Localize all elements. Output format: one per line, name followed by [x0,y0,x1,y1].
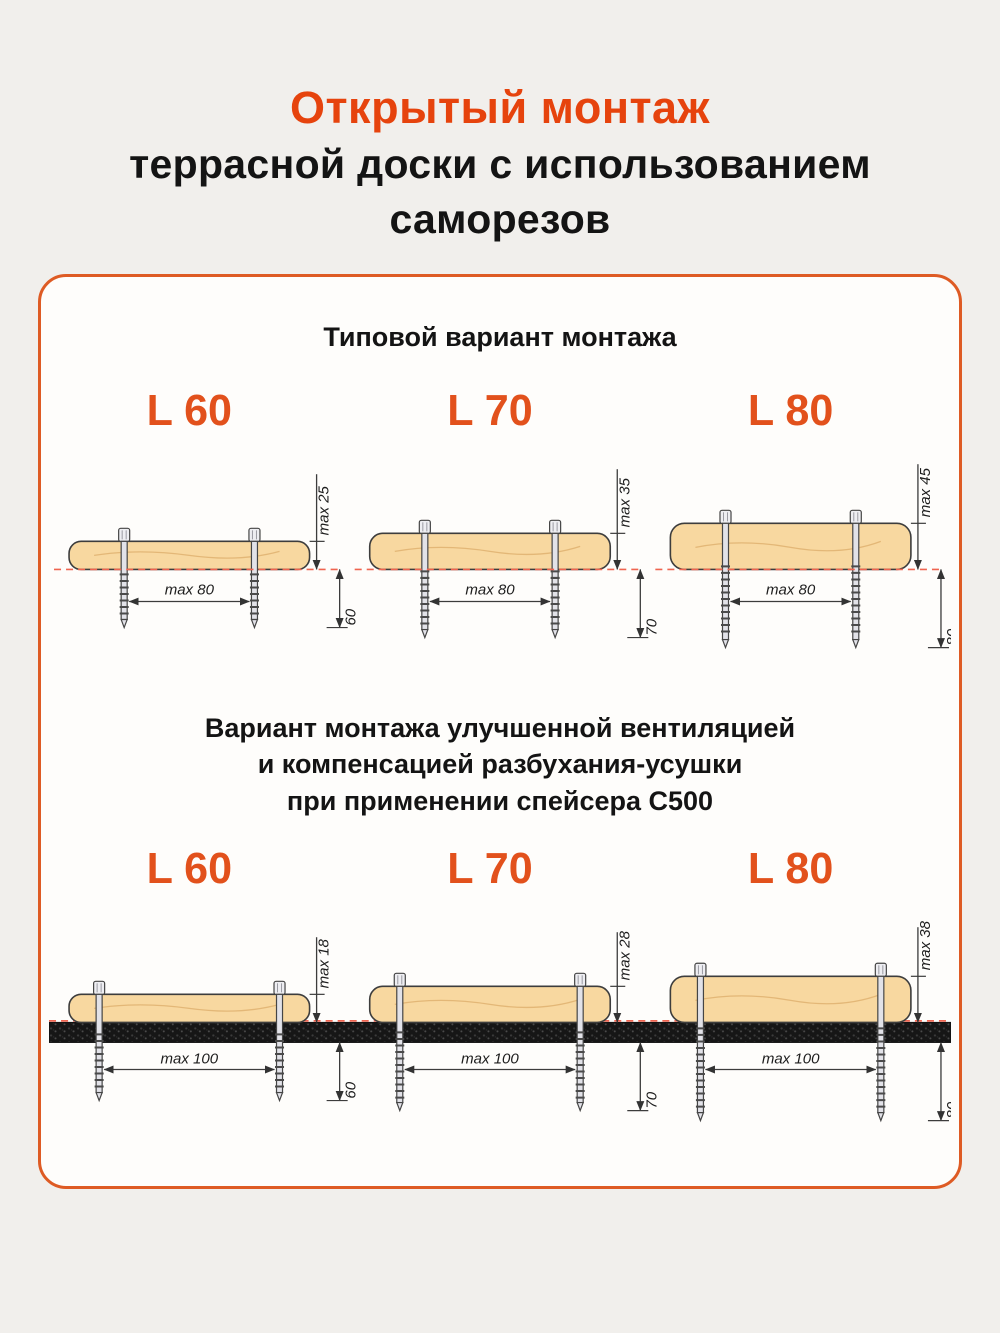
depth-label: 60 [343,608,360,625]
thickness-dimension: max 38 [910,920,934,1023]
depth-dimension: 80 [927,1041,951,1122]
page-title: Открытый монтаж террасной доски с исполь… [0,0,1000,246]
diagram-label: L 70 [447,387,532,435]
depth-dimension: 70 [627,1041,660,1112]
thickness-dimension: max 45 [910,464,934,570]
thickness-label: max 28 [616,930,633,980]
screw [93,980,106,1103]
screw [549,519,562,640]
wood-grain [394,998,581,1009]
thickness-dimension: max 25 [309,474,333,570]
screw [719,509,732,650]
diagram-top-l80: L 80 max 45 [655,387,951,650]
depth-label: 60 [343,1081,360,1098]
spacer-mounting-diagram: L 60 max 18 [49,845,951,1123]
deck-board [669,522,912,571]
span-dimension: max 80 [128,582,250,606]
thickness-label: max 35 [616,477,633,527]
depth-dimension: 60 [326,1041,360,1102]
thickness-dimension: max 18 [309,937,333,1023]
depth-dimension: 80 [927,568,951,649]
depth-dimension: 70 [627,568,660,639]
span-label: max 100 [461,1050,519,1067]
diagram-bottom-l70: L 70 max 28 [368,845,660,1113]
diagram-bottom-l80: L 80 max 38 [669,845,951,1123]
diagram-label: L 80 [748,387,833,435]
deck-board [669,975,912,1024]
spacer-strip [49,1021,951,1043]
diagram-label: L 70 [447,845,532,893]
screw [874,962,887,1123]
diagram-label: L 80 [748,845,833,893]
diagram-top-l60: L 60 max 25 [54,387,360,630]
thickness-dimension: max 28 [610,930,633,1023]
diagram-bottom-l60: L 60 max 18 [68,845,360,1103]
span-dimension: max 80 [730,582,852,606]
span-label: max 100 [161,1050,219,1067]
screw [694,962,707,1123]
thickness-label: max 18 [316,938,333,988]
screw [118,527,131,630]
title-line-3: саморезов [389,195,611,242]
depth-dimension: 60 [326,568,360,629]
span-dimension: max 100 [704,1050,877,1074]
screw [849,509,862,650]
depth-label: 80 [944,628,951,645]
wood-grain [695,993,882,1005]
title-line-2: террасной доски с использованием [129,141,871,188]
section2-heading-line: Вариант монтажа улучшенной вентиляцией [204,712,796,743]
title-line-1: Открытый монтаж [290,82,710,133]
diagram-label: L 60 [147,845,232,893]
screw [248,527,261,630]
depth-label: 70 [643,618,660,635]
thickness-dimension: max 35 [610,469,633,570]
thickness-label: max 25 [316,486,333,536]
diagram-label: L 60 [147,387,232,435]
typical-mounting-diagram: L 60 max 25 [54,387,951,650]
span-label: max 80 [165,582,215,599]
span-dimension: max 100 [103,1050,276,1074]
section1-heading: Типовой вариант монтажа [49,319,951,355]
section1-heading-line: Типовой вариант монтажа [323,321,677,352]
depth-label: 70 [643,1091,660,1108]
screw [574,972,587,1113]
diagram-top-l70: L 70 max 35 [354,387,660,640]
screw [273,980,286,1103]
span-label: max 80 [766,582,816,599]
thickness-label: max 38 [917,920,934,970]
screw [418,519,431,640]
depth-label: 80 [944,1101,951,1118]
span-label: max 100 [762,1050,820,1067]
section2-heading-line: при применении спейсера С500 [286,785,714,816]
span-label: max 80 [465,582,515,599]
section2-heading: Вариант монтажа улучшенной вентиляцией и… [49,710,951,819]
screw [393,972,406,1113]
span-dimension: max 100 [404,1050,576,1074]
content-panel: Типовой вариант монтажа L 60 [38,273,962,1189]
thickness-label: max 45 [917,467,934,517]
span-dimension: max 80 [429,582,551,606]
wood-grain [94,1003,280,1012]
section2-heading-line: и компенсацией разбухания-усушки [257,749,743,780]
